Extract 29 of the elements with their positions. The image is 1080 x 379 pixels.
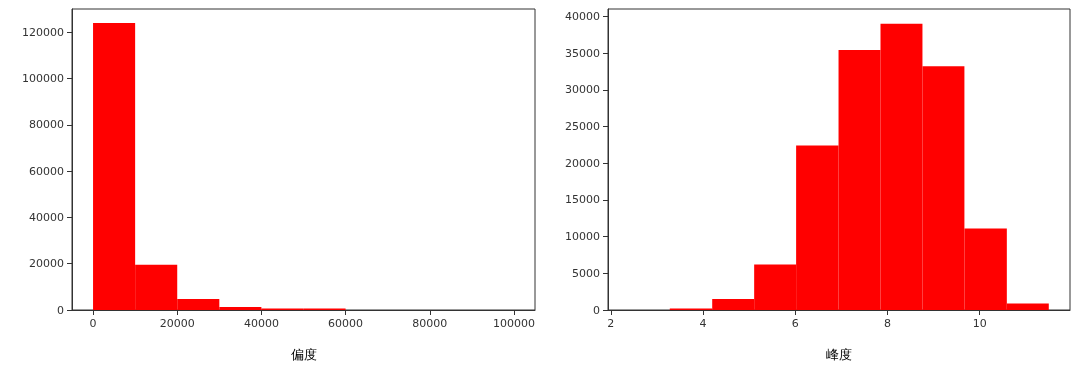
y-tick-label: 100000 (22, 71, 64, 85)
x-tick-label: 10 (972, 317, 987, 330)
y-tick-label: 20000 (29, 257, 64, 271)
x-tick-label: 60000 (328, 317, 364, 330)
y-tick-label: 20000 (565, 156, 600, 170)
x-axis-title: 偏度 (290, 347, 317, 362)
y-tick-label: 5000 (572, 266, 600, 280)
y-tick-label: 0 (593, 303, 600, 317)
y-tick-label: 0 (57, 303, 64, 317)
y-tick-label: 80000 (29, 118, 64, 132)
y-tick-label: 10000 (565, 230, 600, 244)
y-tick-label: 15000 (565, 193, 600, 207)
x-tick-label: 100000 (492, 317, 535, 330)
y-tick-label: 60000 (29, 164, 64, 178)
x-tick-label: 6 (791, 317, 799, 330)
y-tick-label: 40000 (565, 9, 600, 23)
x-tick-label: 40000 (243, 317, 279, 330)
y-tick-label: 35000 (565, 46, 600, 60)
x-tick-label: 2 (607, 317, 615, 330)
y-tick-label: 40000 (29, 210, 64, 224)
x-axis-title: 峰度 (826, 347, 852, 362)
x-tick-label: 20000 (159, 317, 195, 330)
x-tick-label: 0 (89, 317, 97, 330)
x-tick-label: 80000 (412, 317, 448, 330)
x-tick-label: 8 (883, 317, 891, 330)
x-tick-label: 4 (699, 317, 707, 330)
y-tick-label: 30000 (565, 83, 600, 97)
y-tick-label: 25000 (565, 119, 600, 133)
y-tick-label: 120000 (22, 25, 64, 39)
